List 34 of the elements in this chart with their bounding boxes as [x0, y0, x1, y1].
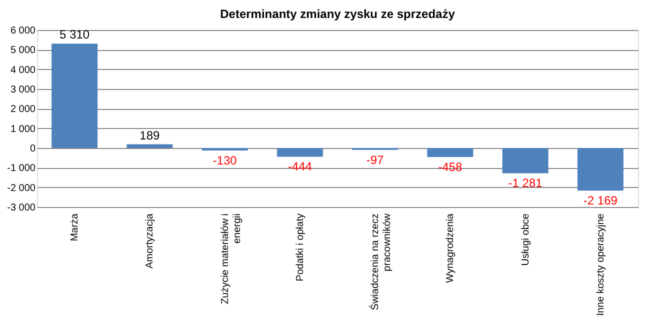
y-tick-label: -3 000 — [7, 202, 36, 214]
x-tick-label: Usługi obce — [520, 213, 532, 266]
y-tick-label: 3 000 — [10, 84, 36, 96]
x-tick-label: Podatki i opłaty — [294, 214, 306, 282]
data-label: -1 281 — [508, 176, 543, 190]
bar — [427, 148, 474, 158]
y-tick-label: -1 000 — [7, 163, 36, 174]
chart-title: Determinanty zmiany zysku ze sprzedaży — [220, 7, 456, 21]
bar — [126, 144, 173, 148]
bar — [502, 148, 548, 174]
data-label: 189 — [140, 128, 160, 142]
y-tick-label: 1 000 — [10, 124, 36, 135]
x-tick-label: Zużycie materiałów i energii — [220, 214, 243, 304]
data-label: -2 169 — [583, 194, 618, 208]
data-label: 5 310 — [60, 28, 90, 42]
bar — [577, 148, 624, 191]
x-tick-label: Inne koszty operacyjne — [595, 213, 606, 316]
x-tick-label: Marża — [70, 213, 81, 242]
x-tick-label: Wynagrodzenia — [445, 213, 456, 283]
y-tick-label: 2 000 — [10, 104, 36, 116]
data-label: -130 — [212, 154, 238, 168]
data-label: -444 — [288, 160, 312, 174]
data-label: -458 — [438, 160, 463, 174]
y-tick-label: -2 000 — [7, 182, 36, 194]
y-tick-label: 5 000 — [10, 45, 36, 56]
bar — [276, 148, 323, 157]
bar — [52, 44, 98, 148]
x-tick-label: Świadczenia na rzecz pracowników — [369, 212, 394, 310]
x-tick-label: Amortyzacja — [144, 213, 156, 269]
bar — [202, 148, 248, 151]
data-label: -97 — [366, 152, 384, 167]
y-tick-label: 4 000 — [10, 64, 36, 76]
y-tick-label: 6 000 — [10, 26, 36, 36]
y-tick-label: 0 — [30, 144, 36, 154]
